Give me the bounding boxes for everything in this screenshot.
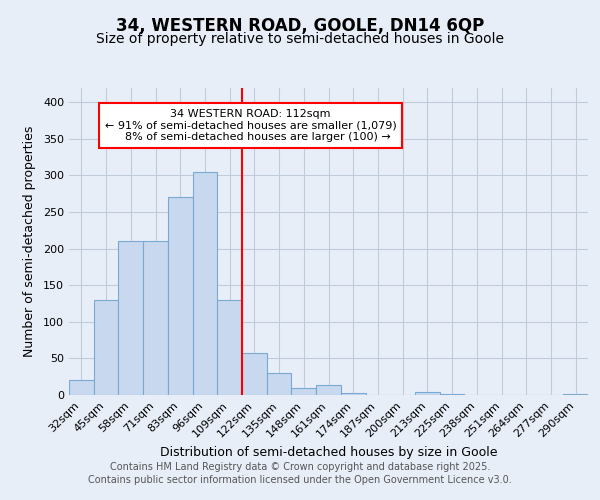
Bar xyxy=(168,198,193,395)
Text: Size of property relative to semi-detached houses in Goole: Size of property relative to semi-detach… xyxy=(96,32,504,46)
Bar xyxy=(316,386,341,395)
Text: Contains public sector information licensed under the Open Government Licence v3: Contains public sector information licen… xyxy=(88,475,512,485)
Bar xyxy=(217,300,242,395)
Bar xyxy=(341,393,365,395)
Bar xyxy=(292,388,316,395)
Text: 34 WESTERN ROAD: 112sqm
← 91% of semi-detached houses are smaller (1,079)
    8%: 34 WESTERN ROAD: 112sqm ← 91% of semi-de… xyxy=(105,109,397,142)
Bar xyxy=(242,354,267,395)
Bar xyxy=(118,242,143,395)
X-axis label: Distribution of semi-detached houses by size in Goole: Distribution of semi-detached houses by … xyxy=(160,446,497,459)
Text: Contains HM Land Registry data © Crown copyright and database right 2025.: Contains HM Land Registry data © Crown c… xyxy=(110,462,490,472)
Bar xyxy=(143,242,168,395)
Bar xyxy=(94,300,118,395)
Bar xyxy=(69,380,94,395)
Bar xyxy=(193,172,217,395)
Bar xyxy=(563,394,588,395)
Bar xyxy=(267,373,292,395)
Y-axis label: Number of semi-detached properties: Number of semi-detached properties xyxy=(23,126,36,357)
Bar xyxy=(415,392,440,395)
Text: 34, WESTERN ROAD, GOOLE, DN14 6QP: 34, WESTERN ROAD, GOOLE, DN14 6QP xyxy=(116,18,484,36)
Bar xyxy=(440,394,464,395)
